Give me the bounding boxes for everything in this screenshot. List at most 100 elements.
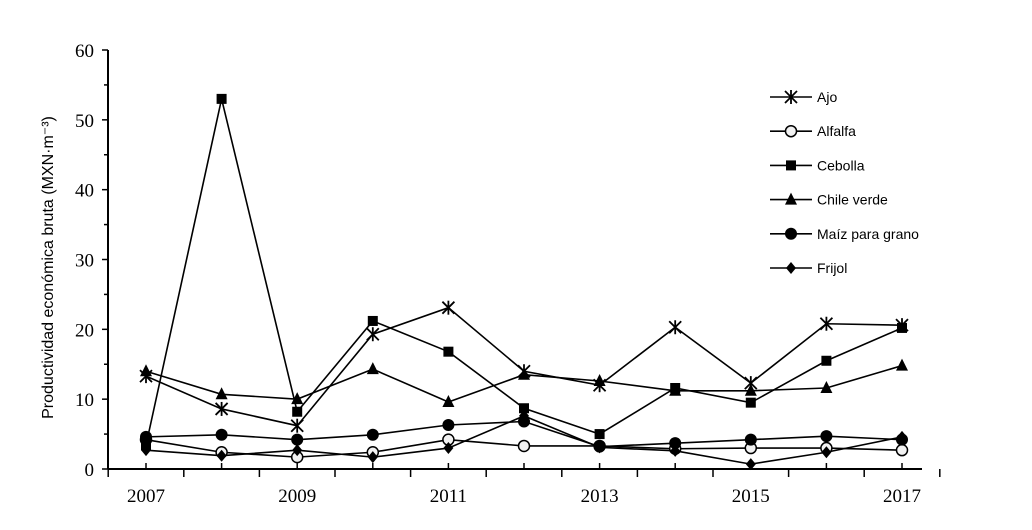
triangle-shape	[518, 367, 530, 380]
diamond-shape	[443, 442, 454, 455]
data-point-frijol	[897, 430, 907, 443]
square-shape	[821, 355, 832, 366]
data-point-cebolla	[897, 322, 907, 333]
square-shape	[367, 315, 378, 326]
data-point-ma-z-para-grano	[291, 433, 304, 446]
legend-label-cebolla: Cebolla	[817, 157, 865, 173]
legend-marker-chile-verde	[785, 192, 797, 205]
data-point-chile-verde	[442, 394, 455, 407]
legend-marker-alfalfa	[784, 124, 798, 138]
x-tick-label: 2009	[278, 486, 316, 507]
square-shape	[897, 322, 907, 333]
diamond-shape	[141, 444, 151, 457]
data-point-chile-verde	[669, 383, 682, 396]
circle-shape	[895, 443, 909, 457]
data-point-frijol	[367, 451, 378, 464]
circle-shape	[820, 430, 833, 443]
circle-shape	[140, 430, 152, 443]
data-point-cebolla	[745, 397, 756, 408]
legend-marker-cebolla	[786, 160, 796, 171]
data-point-cebolla	[594, 429, 605, 440]
triangle-shape	[366, 362, 379, 375]
triangle-shape	[820, 380, 833, 393]
triangle-shape	[442, 394, 455, 407]
y-tick-label: 20	[75, 320, 94, 341]
legend-label-frijol: Frijol	[817, 260, 847, 276]
circle-shape	[669, 437, 682, 450]
square-shape	[786, 160, 796, 171]
data-point-frijol	[594, 441, 605, 454]
legend-label-ajo: Ajo	[817, 89, 837, 105]
y-tick-label: 60	[75, 41, 94, 62]
x-tick-label: 2013	[581, 486, 619, 507]
square-shape	[292, 406, 303, 417]
x-tick-label: 2007	[127, 486, 165, 507]
data-point-chile-verde	[366, 362, 379, 375]
square-shape	[519, 403, 529, 414]
data-point-chile-verde	[744, 383, 757, 396]
data-point-frijol	[745, 458, 756, 471]
square-shape	[443, 346, 454, 357]
legend-label-ma-z-para-grano: Maíz para grano	[817, 226, 919, 242]
data-point-chile-verde	[291, 392, 304, 405]
data-point-ajo	[668, 320, 682, 335]
triangle-shape	[785, 192, 797, 205]
data-point-frijol	[670, 444, 681, 457]
x-tick-label: 2011	[430, 486, 467, 507]
data-point-frijol	[519, 409, 529, 422]
data-point-ajo	[819, 316, 834, 331]
legend-label-chile-verde: Chile verde	[817, 192, 888, 208]
y-axis-label: Productividad económica bruta (MXN·m⁻³)	[40, 116, 57, 419]
y-tick-label: 10	[75, 390, 94, 411]
data-point-cebolla	[216, 93, 227, 104]
data-point-ajo	[214, 401, 229, 416]
triangle-shape	[744, 383, 757, 396]
legend-marker-ajo	[784, 90, 798, 104]
triangle-shape	[140, 364, 152, 377]
triangle-shape	[215, 387, 228, 400]
data-point-frijol	[443, 442, 454, 455]
diamond-shape	[367, 451, 378, 464]
data-point-cebolla	[443, 346, 454, 357]
data-point-ajo	[290, 418, 304, 433]
data-point-cebolla	[292, 406, 303, 417]
diamond-shape	[519, 409, 529, 422]
data-point-chile-verde	[140, 364, 152, 377]
data-point-chile-verde	[518, 367, 530, 380]
diamond-shape	[786, 262, 796, 274]
diamond-shape	[292, 444, 303, 457]
data-point-alfalfa	[517, 439, 531, 453]
circle-shape	[215, 428, 228, 441]
legend-marker-frijol	[786, 262, 796, 274]
data-point-ma-z-para-grano	[442, 419, 455, 432]
diamond-shape	[897, 430, 907, 443]
data-point-frijol	[216, 449, 227, 462]
data-point-chile-verde	[215, 387, 228, 400]
data-point-ajo	[366, 327, 380, 342]
data-point-cebolla	[519, 403, 529, 414]
data-point-frijol	[141, 444, 151, 457]
diamond-shape	[216, 449, 227, 462]
x-tick-label: 2017	[883, 486, 921, 507]
diamond-shape	[594, 441, 605, 454]
legend-marker-ma-z-para-grano	[785, 227, 797, 240]
data-point-alfalfa	[895, 443, 909, 457]
data-point-chile-verde	[593, 374, 606, 387]
data-point-frijol	[821, 446, 832, 459]
y-tick-label: 40	[75, 181, 94, 202]
data-point-ma-z-para-grano	[744, 433, 757, 446]
data-point-chile-verde	[896, 358, 908, 371]
data-point-ma-z-para-grano	[366, 428, 379, 441]
y-tick-label: 50	[75, 111, 94, 132]
diamond-shape	[745, 458, 756, 471]
square-shape	[594, 429, 605, 440]
data-point-ma-z-para-grano	[820, 430, 833, 443]
diamond-shape	[670, 444, 681, 457]
circle-shape	[442, 419, 455, 432]
legend-label-alfalfa: Alfalfa	[817, 123, 856, 139]
data-point-chile-verde	[820, 380, 833, 393]
square-shape	[745, 397, 756, 408]
data-point-cebolla	[821, 355, 832, 366]
data-point-ajo	[441, 300, 456, 315]
